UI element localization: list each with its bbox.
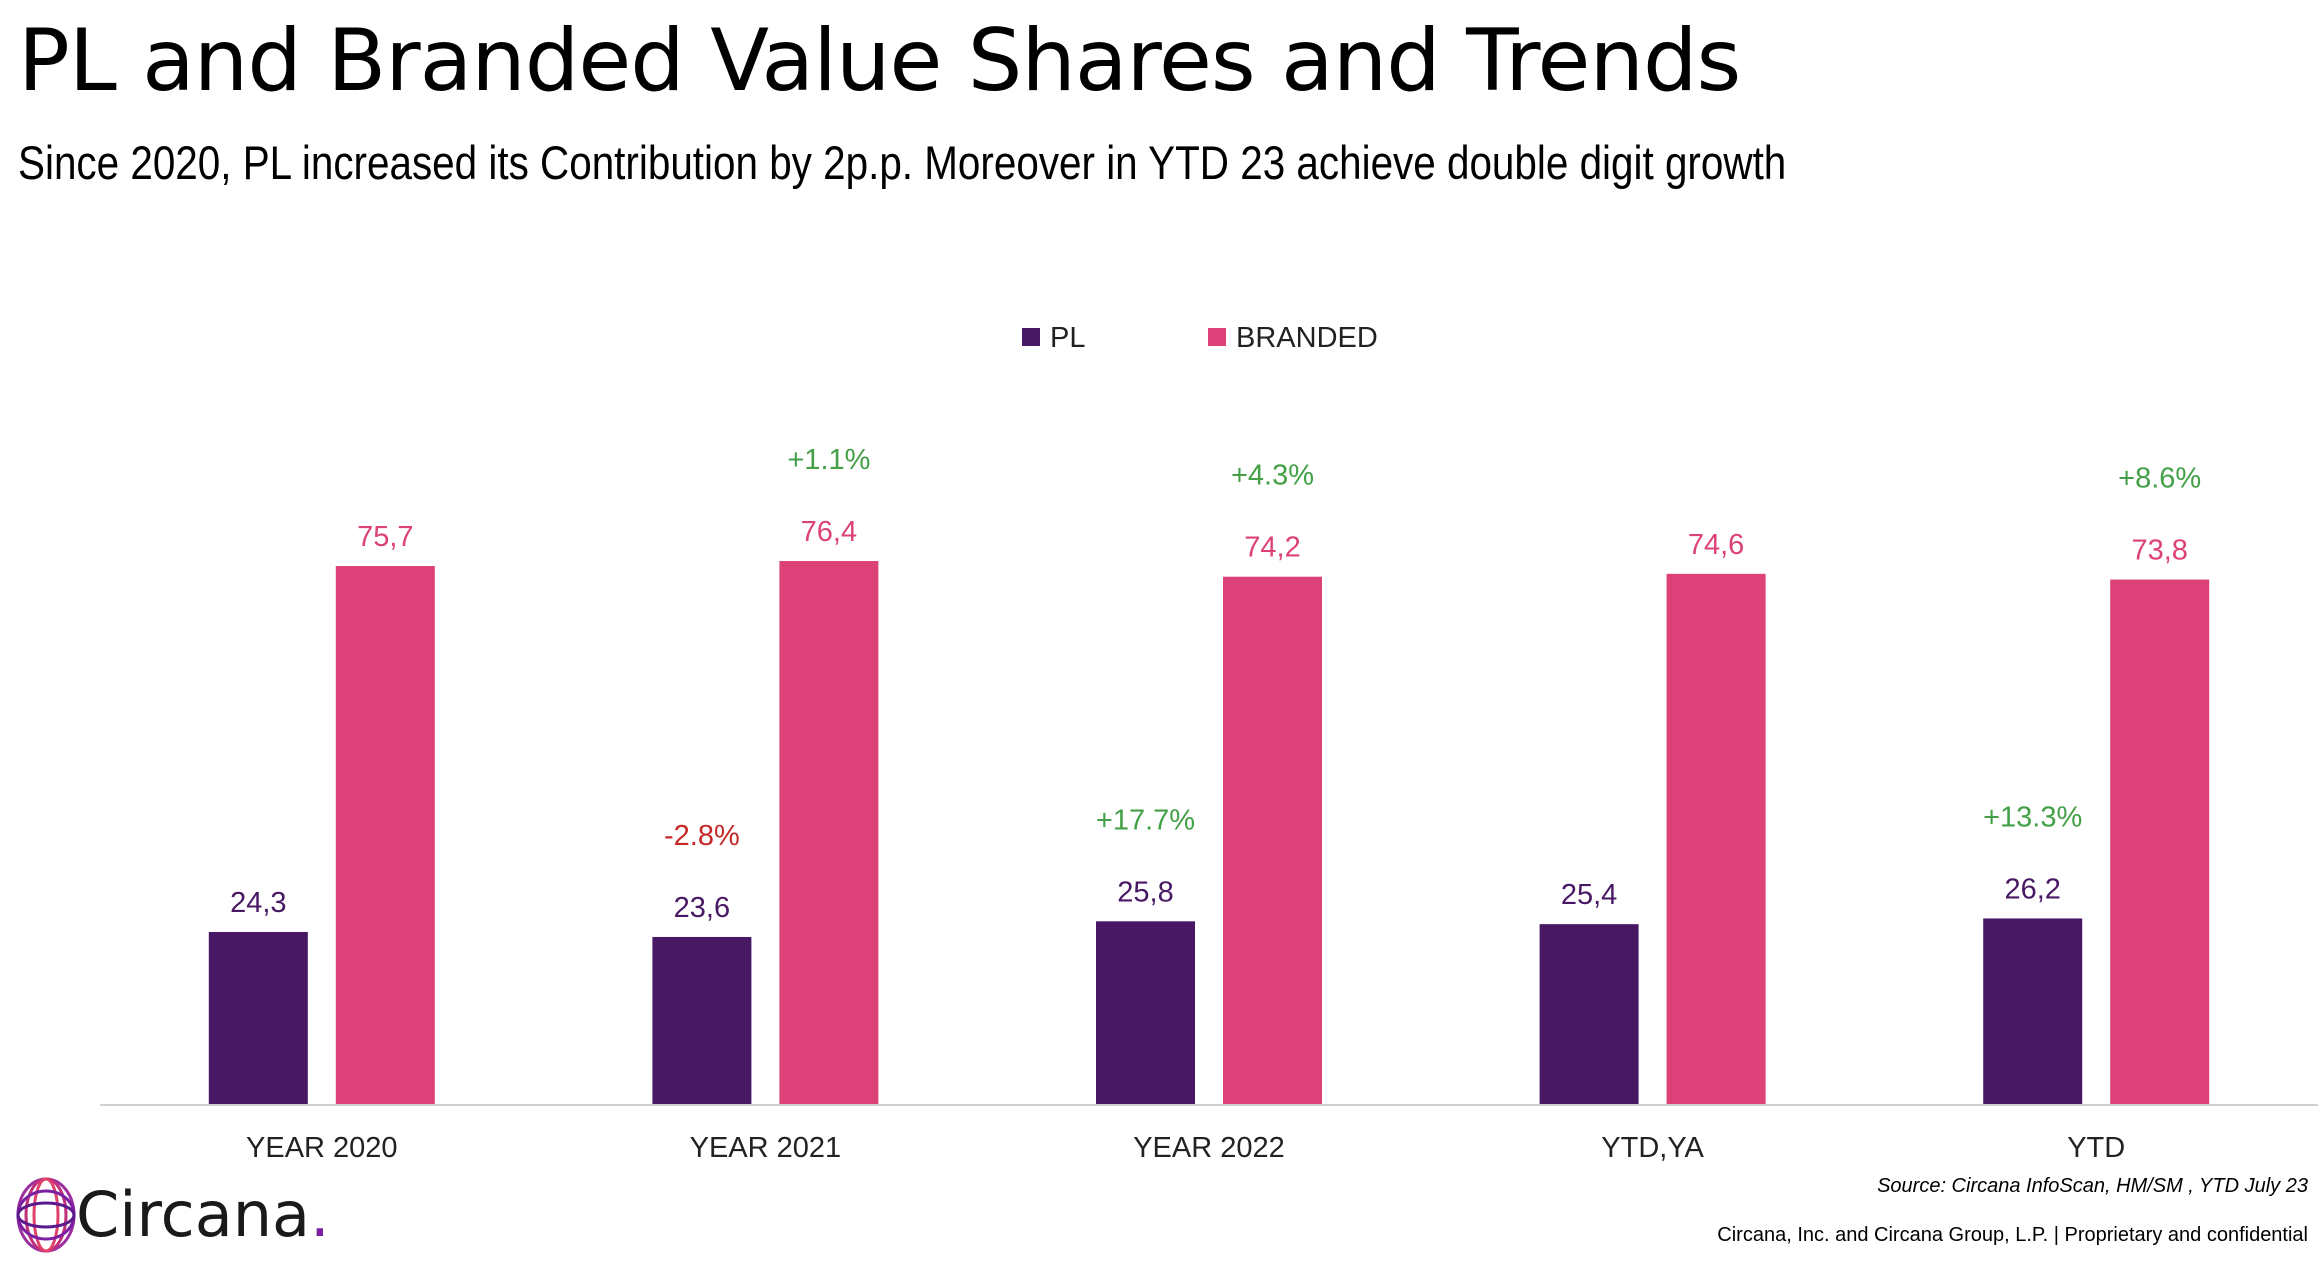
circana-rings-logo-icon [16,1177,76,1253]
data-label: 74,6 [1688,529,1744,561]
bar-pl [1096,921,1195,1105]
data-label: 26,2 [2004,873,2060,905]
bar-pl [1983,918,2083,1105]
logo-dot: . [310,1178,330,1251]
data-label: 73,8 [2131,535,2187,567]
growth-annotation: +1.1% [787,444,870,476]
growth-annotation: -2.8% [664,820,740,852]
page-title: PL and Branded Value Shares and Trends [18,11,1741,111]
page-subtitle: Since 2020, PL increased its Contributio… [18,136,1787,189]
bar-pl [208,931,308,1105]
data-label: 24,3 [230,887,286,919]
bar-branded [1666,573,1766,1105]
x-tick-label: YEAR 2022 [1133,1132,1285,1164]
data-label: 75,7 [357,521,413,553]
legend-swatch-branded [1208,328,1226,346]
x-tick-label: YEAR 2020 [246,1132,398,1164]
circana-logo: Circana. [14,1165,334,1265]
data-label: 25,8 [1117,876,1173,908]
data-label: 25,4 [1561,879,1617,911]
legend-label-pl: PL [1050,322,1085,354]
legend-swatch-pl [1022,328,1040,346]
bar-branded [335,566,435,1105]
growth-annotation: +17.7% [1096,804,1195,836]
bar-branded [2110,579,2210,1105]
footer-note: Circana, Inc. and Circana Group, L.P. | … [1717,1224,2308,1246]
bar-pl [1539,924,1639,1105]
x-tick-label: YEAR 2021 [690,1132,842,1164]
growth-annotation: +4.3% [1231,460,1314,492]
growth-annotation: +8.6% [2118,463,2201,495]
x-tick-label: YTD,YA [1601,1132,1704,1164]
data-label: 74,2 [1244,532,1300,564]
bar-branded [1223,576,1322,1105]
x-tick-label: YTD [2067,1132,2125,1164]
legend-label-branded: BRANDED [1236,322,1378,354]
growth-annotation: +13.3% [1983,801,2082,833]
data-label: 23,6 [674,892,730,924]
logo-wordmark: Circana [76,1178,311,1251]
bar-pl [652,936,752,1105]
data-label: 76,4 [801,516,857,548]
source-note: Source: Circana InfoScan, HM/SM , YTD Ju… [1877,1175,2308,1197]
bar-branded [779,561,879,1105]
